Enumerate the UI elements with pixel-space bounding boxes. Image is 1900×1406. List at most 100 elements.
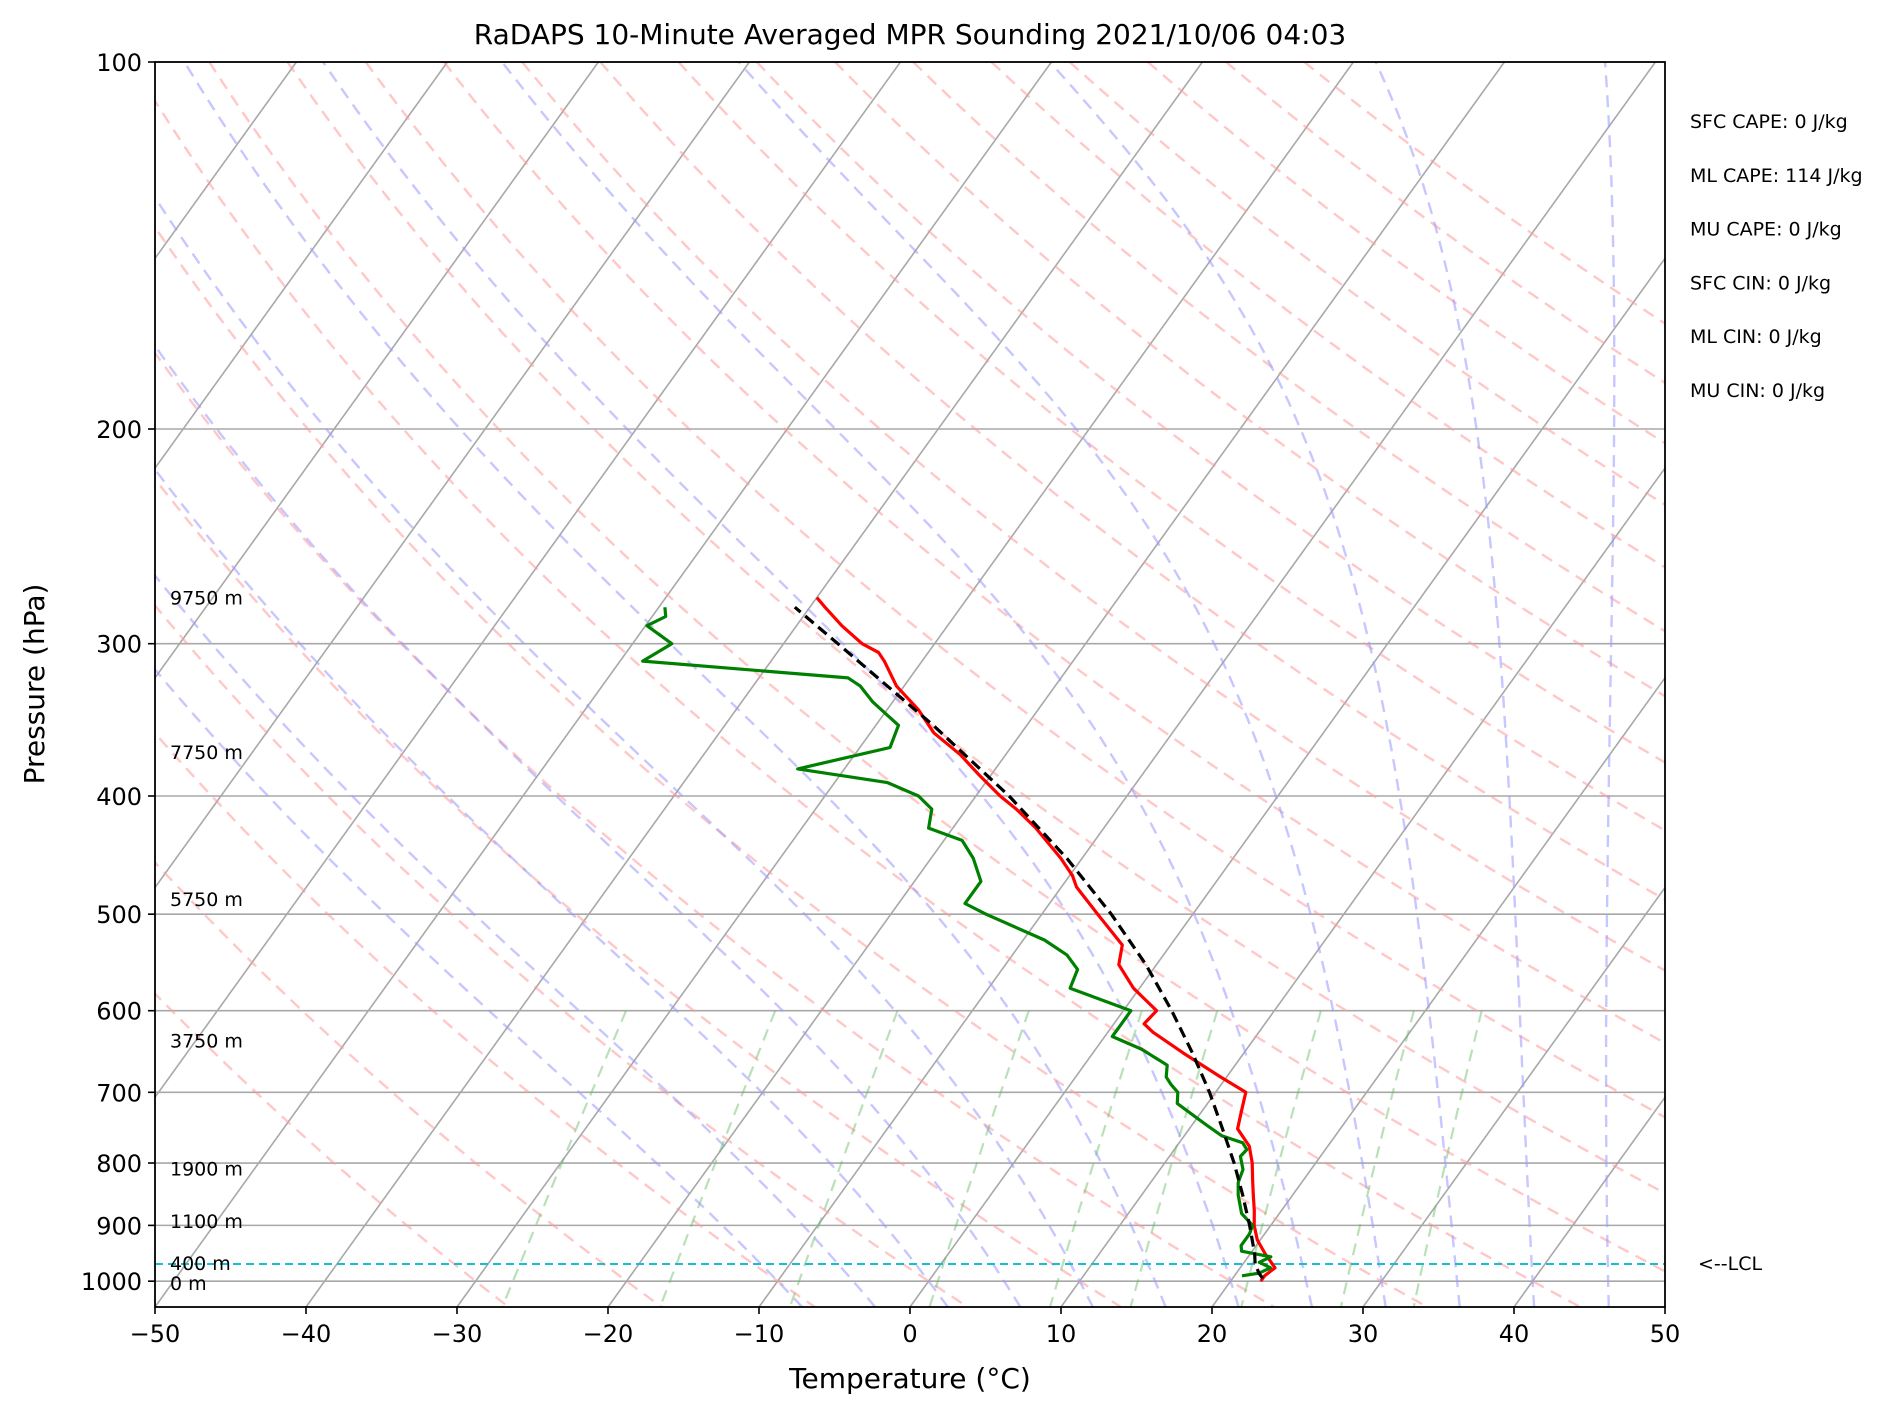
- x-tick-label: −50: [130, 1320, 181, 1348]
- dry-adiabat-line: [521, 62, 1665, 972]
- moist-adiabat-line: [737, 62, 1387, 1307]
- dry-adiabat-line: [155, 860, 663, 1307]
- mixing-ratio-line: [1339, 1010, 1415, 1307]
- isotherm-line: [155, 62, 600, 680]
- dry-adiabat-line: [912, 62, 1665, 633]
- isotherm-line: [155, 62, 902, 1099]
- mixing-ratio-line: [1048, 1010, 1143, 1307]
- y-tick-label: 400: [96, 783, 142, 811]
- moist-adiabat-line: [1374, 62, 1536, 1307]
- stability-index-label: ML CAPE: 114 J/kg: [1690, 165, 1863, 187]
- y-tick-label: 100: [96, 49, 142, 77]
- moist-adiabat-line: [155, 343, 1022, 1307]
- x-tick-label: 20: [1197, 1320, 1228, 1348]
- y-tick-label: 800: [96, 1150, 142, 1178]
- isotherm-line: [155, 62, 751, 889]
- dry-adiabat-line: [155, 603, 969, 1307]
- stability-index-label: MU CAPE: 0 J/kg: [1690, 219, 1842, 241]
- mixing-ratio-line: [659, 1010, 777, 1307]
- mixing-ratio-line: [1240, 1010, 1322, 1307]
- y-tick-label: 200: [96, 416, 142, 444]
- dry-adiabat-line: [286, 62, 1665, 1195]
- y-tick-label: 700: [96, 1079, 142, 1107]
- dry-adiabat-line: [1303, 62, 1665, 325]
- lcl-label: <--LCL: [1698, 1253, 1762, 1275]
- dry-adiabat-line: [442, 62, 1665, 1045]
- parcel-trace: [793, 605, 1265, 1280]
- x-axis-label: Temperature (°C): [788, 1362, 1031, 1395]
- x-tick-label: −40: [281, 1320, 332, 1348]
- dry-adiabat-line: [364, 62, 1665, 1119]
- moist-adiabat-line: [155, 573, 877, 1307]
- x-tick-label: −30: [432, 1320, 483, 1348]
- dry-adiabat-line: [755, 62, 1665, 764]
- isotherm-line: [155, 62, 449, 470]
- x-tick-label: −10: [734, 1320, 785, 1348]
- dry-adiabat-line: [155, 731, 816, 1307]
- x-tick-label: 50: [1650, 1320, 1681, 1348]
- x-tick-label: 30: [1348, 1320, 1379, 1348]
- dry-adiabat-line: [155, 351, 1275, 1307]
- y-axis-label: Pressure (hPa): [18, 584, 51, 785]
- moist-adiabat-line: [1049, 62, 1461, 1307]
- dry-adiabat-line: [155, 477, 1122, 1307]
- dry-adiabat-line: [677, 62, 1665, 832]
- isotherm-line: [1513, 1095, 1665, 1307]
- isotherm-line: [1816, 62, 1900, 1307]
- temperature-trace: [815, 596, 1277, 1283]
- dry-adiabat-line: [1225, 62, 1665, 385]
- isotherm-line: [607, 62, 1506, 1307]
- dry-adiabat-line: [208, 62, 1665, 1273]
- dry-adiabat-line: [834, 62, 1665, 698]
- dry-adiabat-line: [155, 98, 1581, 1307]
- stability-index-label: ML CIN: 0 J/kg: [1690, 326, 1822, 348]
- height-label: 7750 m: [170, 742, 243, 764]
- height-labels: 9750 m 7750 m 5750 m 3750 m 1900 m 1100 m 400 …: [170, 588, 243, 1295]
- moist-adiabat-line: [501, 62, 1314, 1307]
- isotherm-line: [909, 257, 1665, 1307]
- mixing-ratio-line: [788, 1010, 899, 1307]
- isotherm-line: [1211, 676, 1665, 1307]
- x-tick-label: 40: [1499, 1320, 1530, 1348]
- height-label: 1100 m: [170, 1211, 243, 1233]
- stability-index-label: MU CIN: 0 J/kg: [1690, 380, 1825, 402]
- stability-indices: SFC CAPE: 0 J/kg ML CAPE: 114 J/kg MU CAPE…: [1690, 111, 1863, 402]
- x-tick-label: −20: [583, 1320, 634, 1348]
- mixing-ratio-line: [928, 1010, 1030, 1307]
- isotherm-line: [456, 62, 1355, 1307]
- dry-adiabat-line: [155, 991, 510, 1307]
- moist-adiabat-line: [183, 62, 1167, 1307]
- background-reference-lines: [155, 62, 1900, 1307]
- chart-title: RaDAPS 10-Minute Averaged MPR Sounding 2…: [474, 18, 1346, 51]
- dry-adiabat-line: [990, 62, 1665, 569]
- dry-adiabat-line: [1068, 62, 1665, 507]
- height-label: 9750 m: [170, 588, 243, 610]
- height-label: 5750 m: [170, 889, 243, 911]
- height-label: 400 m: [170, 1253, 231, 1275]
- axis-ticks: −50 −40 −30 −20 −10 0 10 20 30 40 50 100 200 300 400 50…: [81, 49, 1680, 1348]
- mixing-ratio-line: [1412, 1010, 1483, 1307]
- y-tick-label: 1000: [81, 1268, 142, 1296]
- moist-adiabat-line: [155, 467, 949, 1307]
- moist-adiabat-line: [155, 195, 1094, 1307]
- isotherm-line: [155, 62, 1053, 1307]
- x-tick-label: 0: [902, 1320, 917, 1348]
- x-tick-label: 10: [1046, 1320, 1077, 1348]
- sounding-traces: [155, 596, 1665, 1283]
- y-tick-label: 300: [96, 631, 142, 659]
- stability-index-label: SFC CAPE: 0 J/kg: [1690, 111, 1848, 133]
- dry-adiabat-line: [155, 225, 1428, 1307]
- mixing-ratio-line: [1129, 1010, 1219, 1307]
- isotherm-line: [305, 62, 1204, 1307]
- y-tick-label: 900: [96, 1212, 142, 1240]
- isotherm-line: [1664, 1305, 1665, 1307]
- height-label: 0 m: [170, 1273, 207, 1295]
- dry-adiabat-line: [599, 62, 1665, 902]
- height-label: 3750 m: [170, 1031, 243, 1053]
- height-label: 1900 m: [170, 1158, 243, 1180]
- stability-index-label: SFC CIN: 0 J/kg: [1690, 272, 1831, 294]
- moist-adiabat-line: [322, 62, 1240, 1307]
- moist-adiabat-line: [155, 667, 804, 1307]
- mixing-ratio-line: [501, 1010, 628, 1307]
- plot-frame: [154, 61, 1666, 1308]
